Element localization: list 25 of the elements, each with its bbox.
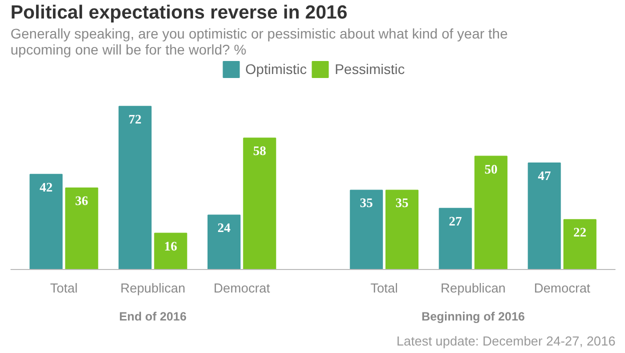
text: Beginning of 2016 (421, 310, 526, 324)
chart-title: Political expectations reverse in 2016 (10, 2, 348, 24)
text: End of 2016 (119, 310, 187, 324)
data-label: 27 (448, 213, 462, 228)
data-label: 42 (40, 179, 53, 194)
chart-subtitle: Generally speaking, are you optimistic or pessimistic about what kind of year the upcoming one will be for the world? % (10, 26, 508, 58)
x-tick-label: Republican (440, 280, 506, 296)
x-tick-label: Republican (120, 280, 186, 296)
x-tick-label: Democrat (534, 280, 591, 296)
legend-label: Optimistic (245, 61, 307, 77)
data-label: 72 (128, 111, 142, 126)
text: Latest update: December 24-27, 2016 (396, 334, 616, 348)
x-tick-label: Democrat (214, 280, 270, 296)
x-tick-label: Total (370, 280, 398, 296)
legend-label: Pessimistic (334, 61, 405, 77)
data-label: 22 (573, 224, 586, 240)
data-label: 35 (395, 195, 409, 210)
data-label: 58 (253, 143, 267, 158)
data-label: 16 (164, 238, 178, 254)
data-label: 35 (360, 195, 374, 210)
data-label: 36 (75, 192, 89, 208)
data-label: 50 (484, 161, 498, 176)
x-tick-label: Total (50, 280, 78, 296)
data-label: 47 (538, 168, 552, 184)
data-label: 24 (218, 220, 232, 236)
